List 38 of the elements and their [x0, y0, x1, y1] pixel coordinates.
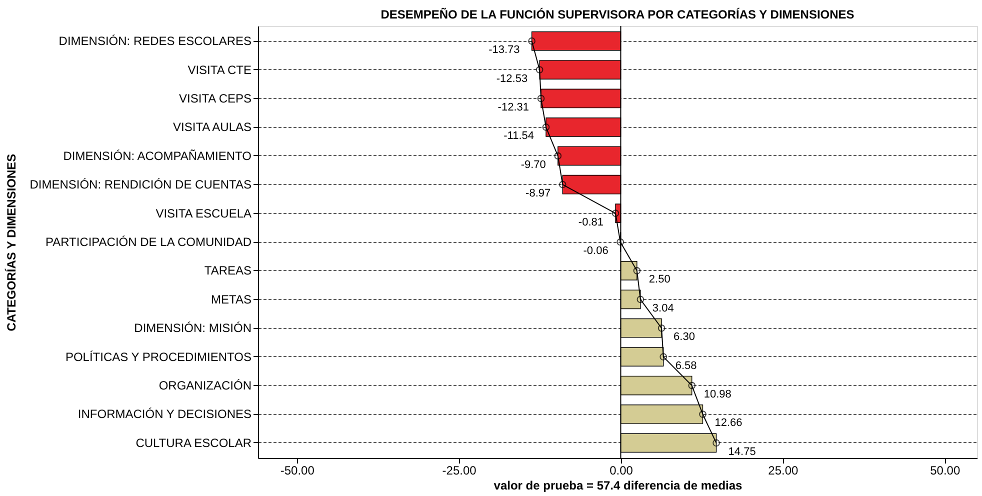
x-axis-title: valor de prueba = 57.4 diferencia de medias: [494, 478, 743, 492]
data-label: -12.31: [498, 101, 529, 114]
data-label: 14.75: [728, 446, 756, 458]
y-tick-label: DIMENSIÓN: REDES ESCOLARES: [58, 34, 252, 48]
y-tick-label: TAREAS: [204, 264, 252, 278]
data-label: -11.54: [504, 130, 534, 142]
data-label: 6.58: [675, 360, 697, 372]
x-tick-label: -25.00: [442, 464, 477, 478]
data-label: 10.98: [704, 388, 732, 401]
data-label: -9.70: [520, 158, 546, 171]
data-label: 6.30: [674, 331, 695, 344]
y-tick-label: CULTURA ESCOLAR: [136, 436, 252, 450]
data-label: -8.97: [526, 188, 551, 200]
data-label: -13.73: [488, 44, 520, 56]
y-tick-label: ORGANIZACIÓN: [158, 378, 252, 393]
data-label: -0.81: [578, 216, 604, 228]
x-tick-label: 25.00: [768, 464, 799, 478]
y-tick-label: VISITA CEPS: [179, 91, 252, 106]
data-label: -12.53: [496, 72, 528, 85]
y-tick-label: DIMENSIÓN: RENDICIÓN DE CUENTAS: [30, 178, 252, 192]
y-axis-title: CATEGORÍAS Y DIMENSIONES: [4, 154, 18, 332]
data-label: 12.66: [714, 417, 742, 430]
y-tick-label: VISITA ESCUELA: [156, 206, 252, 220]
chart-title: DESEMPEÑO DE LA FUNCIÓN SUPERVISORA POR CATEGORÍAS Y DIMENSIONES: [380, 8, 854, 22]
y-tick-label: DIMENSIÓN: ACOMPAÑAMIENTO: [63, 148, 252, 163]
x-tick-label: -50.00: [280, 464, 315, 478]
x-tick-label: 0.00: [610, 464, 634, 478]
data-label: -0.06: [583, 245, 608, 257]
x-tick-label: 50.00: [930, 464, 960, 478]
y-tick-label: VISITA AULAS: [173, 120, 252, 134]
y-tick-label: DIMENSIÓN: MISIÓN: [134, 321, 252, 336]
y-tick-label: POLÍTICAS Y PROCEDIMIENTOS: [65, 350, 252, 364]
y-tick-label: PARTICIPACIÓN DE LA COMUNIDAD: [45, 235, 252, 249]
data-label: 3.04: [652, 302, 674, 314]
y-tick-label: INFORMACIÓN Y DECISIONES: [78, 407, 252, 422]
y-tick-label: METAS: [211, 292, 252, 306]
data-label: 2.50: [648, 274, 670, 286]
y-tick-label: VISITA CTE: [188, 62, 252, 77]
